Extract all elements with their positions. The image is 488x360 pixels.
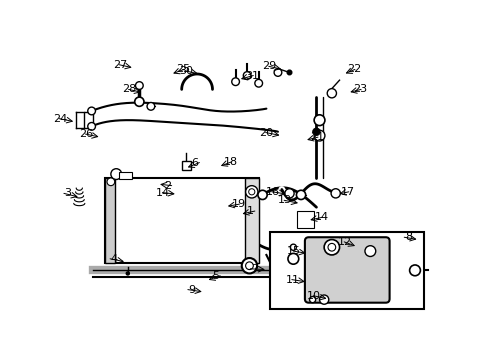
Circle shape xyxy=(319,295,328,304)
Text: 24: 24 xyxy=(53,114,67,123)
Text: 29: 29 xyxy=(262,61,276,71)
Text: 25: 25 xyxy=(176,64,190,75)
Text: 27: 27 xyxy=(113,60,127,70)
Circle shape xyxy=(231,78,239,86)
Text: 19: 19 xyxy=(231,199,245,209)
Circle shape xyxy=(274,69,281,76)
Text: 15: 15 xyxy=(286,246,301,256)
Text: 18: 18 xyxy=(224,157,238,167)
Text: 23: 23 xyxy=(353,84,367,94)
Circle shape xyxy=(254,80,262,87)
Text: 6: 6 xyxy=(191,158,198,167)
Circle shape xyxy=(87,122,95,130)
Text: 9: 9 xyxy=(188,285,195,294)
Circle shape xyxy=(409,265,420,276)
Circle shape xyxy=(312,128,320,136)
Text: 31: 31 xyxy=(245,71,259,81)
Circle shape xyxy=(135,82,143,89)
Text: 2: 2 xyxy=(163,181,171,191)
Bar xyxy=(104,178,258,263)
Circle shape xyxy=(87,107,95,115)
Text: 10: 10 xyxy=(306,291,321,301)
Text: 3: 3 xyxy=(64,188,71,198)
Circle shape xyxy=(324,239,339,255)
Circle shape xyxy=(286,70,291,75)
Circle shape xyxy=(107,178,115,186)
Text: 21: 21 xyxy=(310,132,324,142)
Bar xyxy=(104,178,115,263)
Bar xyxy=(270,232,424,309)
Text: 5: 5 xyxy=(212,271,219,281)
Text: 17: 17 xyxy=(341,187,354,197)
Text: 12: 12 xyxy=(337,237,351,247)
Circle shape xyxy=(243,72,250,80)
Circle shape xyxy=(147,103,154,110)
Circle shape xyxy=(313,115,324,126)
Circle shape xyxy=(327,243,335,251)
Bar xyxy=(118,172,132,180)
Text: 28: 28 xyxy=(122,84,136,94)
Circle shape xyxy=(111,169,122,180)
Circle shape xyxy=(287,253,298,264)
Circle shape xyxy=(285,189,293,198)
Text: 22: 22 xyxy=(346,64,361,75)
Circle shape xyxy=(245,186,257,198)
Text: 13: 13 xyxy=(277,195,291,205)
Text: 14: 14 xyxy=(314,212,328,222)
Text: 26: 26 xyxy=(79,129,93,139)
FancyBboxPatch shape xyxy=(305,237,389,303)
Circle shape xyxy=(296,190,305,199)
Text: 11: 11 xyxy=(285,275,299,285)
Text: 30: 30 xyxy=(179,66,193,76)
Circle shape xyxy=(257,190,266,199)
Bar xyxy=(84,112,93,128)
Circle shape xyxy=(135,97,143,106)
Text: 20: 20 xyxy=(259,127,273,138)
Bar xyxy=(297,211,313,228)
Circle shape xyxy=(313,130,324,141)
Circle shape xyxy=(326,89,336,98)
Bar xyxy=(182,161,190,170)
Text: 14: 14 xyxy=(156,188,170,198)
Circle shape xyxy=(309,297,315,303)
Circle shape xyxy=(248,189,254,195)
Circle shape xyxy=(245,262,253,270)
Circle shape xyxy=(364,246,375,256)
Bar xyxy=(244,178,258,263)
Text: 4: 4 xyxy=(110,254,118,264)
Text: 1: 1 xyxy=(246,206,254,216)
Text: 8: 8 xyxy=(404,232,411,242)
Text: 16: 16 xyxy=(265,187,279,197)
Text: 7: 7 xyxy=(250,264,257,274)
Circle shape xyxy=(126,272,129,275)
Circle shape xyxy=(241,258,257,274)
Circle shape xyxy=(290,244,296,250)
Circle shape xyxy=(330,189,340,198)
